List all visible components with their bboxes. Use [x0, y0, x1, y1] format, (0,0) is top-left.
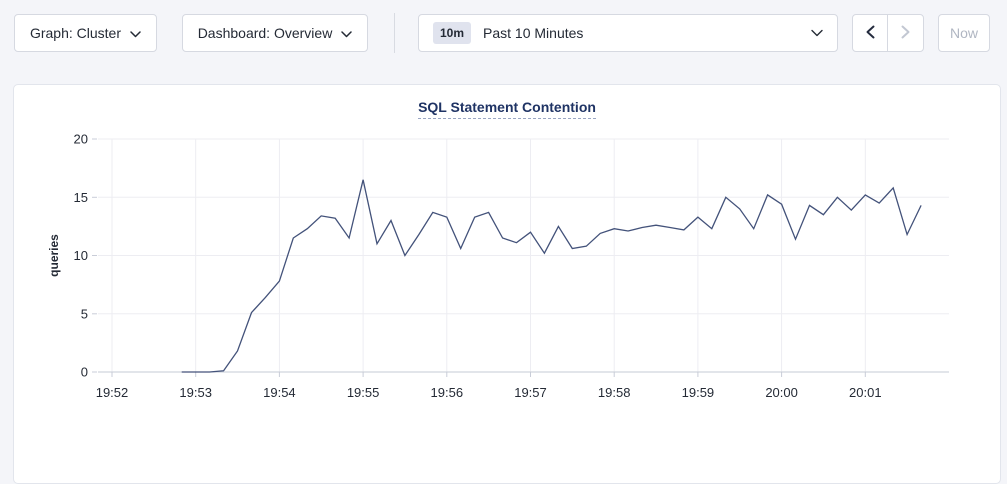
series-line-queries — [181, 179, 922, 373]
chart-card: SQL Statement Contention 19:52 19:53 19:54… — [13, 84, 1001, 484]
dashboard-dropdown-label: Dashboard: Overview — [197, 25, 333, 41]
x-tick-label: 19:56 — [431, 385, 464, 400]
time-forward-button[interactable] — [888, 15, 923, 51]
x-tick-label: 20:00 — [765, 385, 798, 400]
y-tick-label: 20 — [74, 132, 88, 147]
chart-title-row: SQL Statement Contention — [14, 99, 1000, 119]
chevron-down-icon — [341, 25, 353, 41]
chevron-down-icon — [130, 25, 141, 41]
chevron-left-icon — [866, 25, 875, 42]
time-back-button[interactable] — [853, 15, 889, 51]
x-tick-label: 19:52 — [96, 385, 129, 400]
y-tick-label: 5 — [81, 306, 88, 321]
x-tick-label: 19:58 — [598, 385, 631, 400]
x-tick-label: 19:59 — [682, 385, 715, 400]
x-tick-label: 19:55 — [347, 385, 380, 400]
x-tick-label: 19:53 — [179, 385, 212, 400]
graph-dropdown-label: Graph: Cluster — [29, 25, 122, 41]
toolbar: Graph: Cluster Dashboard: Overview 10m P… — [0, 0, 1007, 68]
y-tick-label: 10 — [74, 248, 88, 263]
toolbar-divider — [394, 13, 395, 53]
chevron-right-icon — [901, 25, 910, 42]
now-button[interactable]: Now — [938, 14, 990, 52]
chart-title[interactable]: SQL Statement Contention — [418, 99, 596, 119]
y-axis-label: queries — [47, 234, 61, 277]
time-window-dropdown[interactable]: 10m Past 10 Minutes — [418, 14, 838, 52]
y-tick-label: 15 — [74, 190, 88, 205]
x-tick-label: 19:57 — [514, 385, 547, 400]
chevron-down-icon — [811, 29, 823, 37]
x-tick-label: 20:01 — [849, 385, 882, 400]
dashboard-dropdown[interactable]: Dashboard: Overview — [182, 14, 368, 52]
time-window-badge: 10m — [433, 22, 472, 44]
time-range-arrows — [852, 14, 924, 52]
time-window-label: Past 10 Minutes — [483, 25, 584, 41]
x-tick-label: 19:54 — [263, 385, 296, 400]
now-button-label: Now — [949, 25, 978, 41]
contention-chart[interactable]: 19:52 19:53 19:54 19:55 19:56 19:57 19:58 19:59… — [14, 85, 1000, 431]
y-tick-label: 0 — [81, 365, 88, 380]
graph-dropdown[interactable]: Graph: Cluster — [14, 14, 157, 52]
